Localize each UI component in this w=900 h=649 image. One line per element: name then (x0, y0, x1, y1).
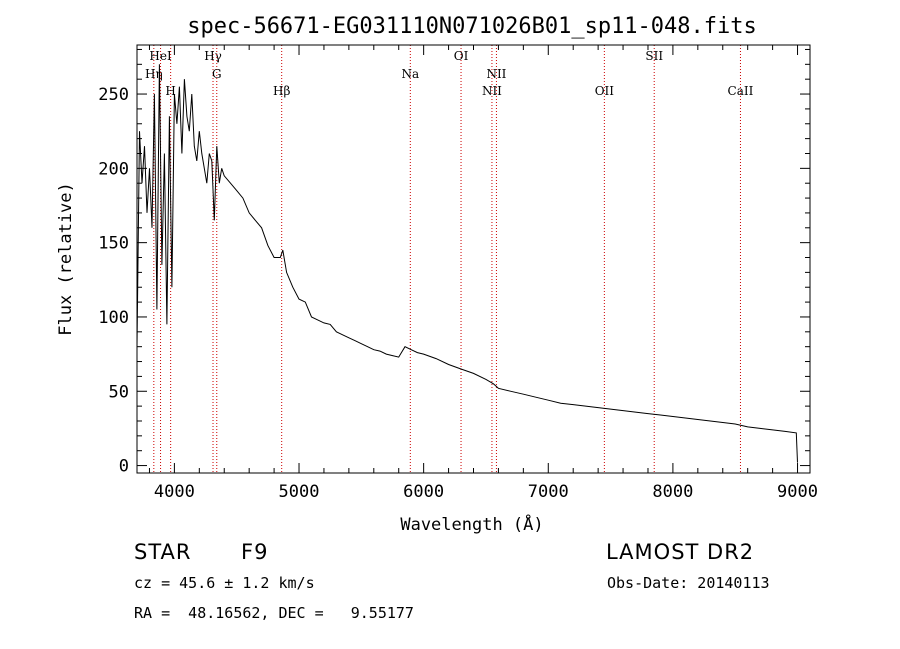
survey-name: LAMOST DR2 (606, 540, 755, 564)
x-tick-label: 8000 (652, 482, 693, 502)
x-tick-label: 6000 (403, 482, 444, 502)
y-axis-ticks: 0 50 100 150 200 250 (98, 48, 810, 477)
spectral-line-label: Hγ (204, 49, 222, 63)
spectral-line-label: OI (454, 49, 469, 63)
spectral-line-label: HeI (149, 49, 172, 63)
spectral-line-label: NII (486, 67, 506, 81)
ra-dec-coordinates: RA = 48.16562, DEC = 9.55177 (134, 604, 414, 622)
x-axis-label: Wavelength (Å) (400, 513, 543, 535)
y-tick-label: 200 (98, 159, 129, 179)
object-subclass: F9 (241, 540, 269, 564)
spectral-line-label: Hβ (273, 84, 290, 98)
observation-date: Obs-Date: 20140113 (607, 574, 770, 592)
spectral-line-label: CaII (728, 84, 754, 98)
spectral-line-label: G (212, 67, 222, 81)
spectral-line-label: Hη (145, 67, 163, 81)
x-tick-label: 4000 (154, 482, 195, 502)
y-axis-label: Flux (relative) (56, 182, 76, 336)
x-tick-label: 9000 (777, 482, 818, 502)
y-tick-label: 150 (98, 234, 129, 254)
y-tick-label: 250 (98, 85, 129, 105)
spectral-line-label: Na (401, 67, 419, 81)
object-class: STAR (134, 540, 192, 564)
x-tick-label: 5000 (279, 482, 320, 502)
x-tick-label: 7000 (528, 482, 569, 502)
spectral-line-label: NII (482, 84, 502, 98)
spectral-line-label: H (165, 84, 175, 98)
spectral-line-label: SII (645, 49, 663, 63)
y-tick-label: 100 (98, 308, 129, 328)
y-tick-label: 50 (109, 382, 129, 402)
spectral-line-markers: Hη HeI H Hγ G Hβ Na OI NII NII OII SII CaII (145, 45, 754, 473)
spectrum-series-line (136, 64, 798, 463)
plot-frame (136, 44, 811, 474)
y-tick-label: 0 (119, 457, 129, 477)
x-axis-ticks: 4000 5000 6000 7000 8000 9000 (148, 45, 818, 502)
redshift-cz: cz = 45.6 ± 1.2 km/s (134, 574, 315, 592)
chart-title: spec-56671-EG031110N071026B01_sp11-048.f… (187, 14, 757, 39)
spectral-line-label: OII (595, 84, 615, 98)
